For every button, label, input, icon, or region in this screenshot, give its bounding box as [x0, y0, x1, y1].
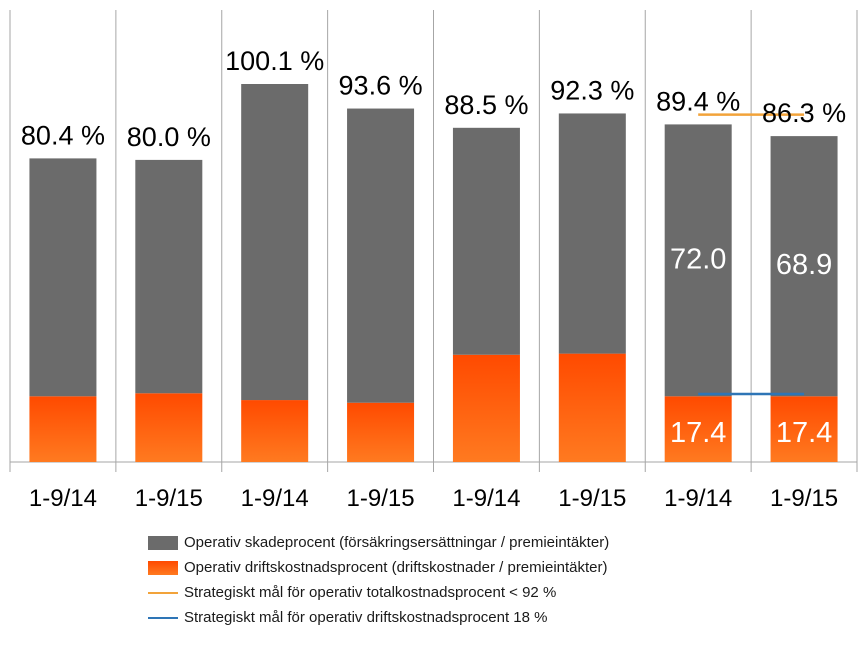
bar-claims-ratio [29, 158, 97, 397]
total-label: 92.3 % [550, 75, 634, 105]
bar-expense-ratio [241, 400, 309, 462]
expense-ratio-label: 17.4 [776, 417, 832, 449]
total-label: 89.4 % [656, 86, 740, 116]
x-tick-label: 1-9/14 [664, 485, 732, 512]
bar-expense-ratio [347, 402, 415, 462]
total-label: 88.5 % [444, 90, 528, 120]
legend-item-expense-target: Strategiskt mål för operativ driftskostn… [148, 605, 768, 630]
legend-item-total-target: Strategiskt mål för operativ totalkostna… [148, 580, 768, 605]
total-label: 93.6 % [339, 71, 423, 101]
bar-expense-ratio [452, 354, 520, 462]
legend-swatch-total-target [148, 592, 178, 594]
bar-claims-ratio [135, 159, 203, 394]
legend-swatch-expense-target [148, 617, 178, 619]
legend-label: Operativ skadeprocent (försäkringsersätt… [184, 534, 610, 551]
x-tick-label: 1-9/14 [29, 485, 97, 512]
bar-expense-ratio [135, 393, 203, 462]
x-tick-label: 1-9/15 [135, 485, 203, 512]
claims-ratio-label: 72.0 [670, 243, 726, 275]
bar-claims-ratio [558, 113, 626, 354]
x-tick-label: 1-9/14 [241, 485, 309, 512]
bar-claims-ratio [770, 136, 838, 397]
claims-ratio-label: 68.9 [776, 249, 832, 281]
x-tick-label: 1-9/15 [558, 485, 626, 512]
legend-label: Strategiskt mål för operativ totalkostna… [184, 584, 557, 601]
legend-label: Operativ driftskostnadsprocent (driftsko… [184, 559, 608, 576]
x-tick-label: 1-9/14 [452, 485, 520, 512]
bar-claims-ratio [452, 127, 520, 355]
legend-item-claims-ratio: Operativ skadeprocent (försäkringsersätt… [148, 530, 768, 555]
legend-item-expense-ratio: Operativ driftskostnadsprocent (driftsko… [148, 555, 768, 580]
bar-expense-ratio [664, 396, 732, 462]
legend-label: Strategiskt mål för operativ driftskostn… [184, 609, 548, 626]
expense-ratio-label: 17.4 [670, 417, 726, 449]
legend-swatch-expense [148, 560, 178, 575]
bar-claims-ratio [664, 124, 732, 397]
bar-expense-ratio [770, 396, 838, 462]
total-label: 86.3 % [762, 98, 846, 128]
bar-expense-ratio [558, 353, 626, 462]
bar-claims-ratio [347, 108, 415, 403]
bar-expense-ratio [29, 396, 97, 462]
x-tick-label: 1-9/15 [347, 485, 415, 512]
legend-swatch-claims [148, 535, 178, 550]
total-label: 100.1 % [225, 46, 324, 76]
x-tick-label: 1-9/15 [770, 485, 838, 512]
bar-claims-ratio [241, 84, 309, 401]
total-label: 80.0 % [127, 122, 211, 152]
stacked-bar-chart: 80.4 % 80.0 % 100.1 % 93.6 % 88.5 % 92.3 % 89.… [9, 10, 858, 512]
legend: Operativ skadeprocent (försäkringsersätt… [148, 530, 768, 630]
total-label: 80.4 % [21, 120, 105, 150]
